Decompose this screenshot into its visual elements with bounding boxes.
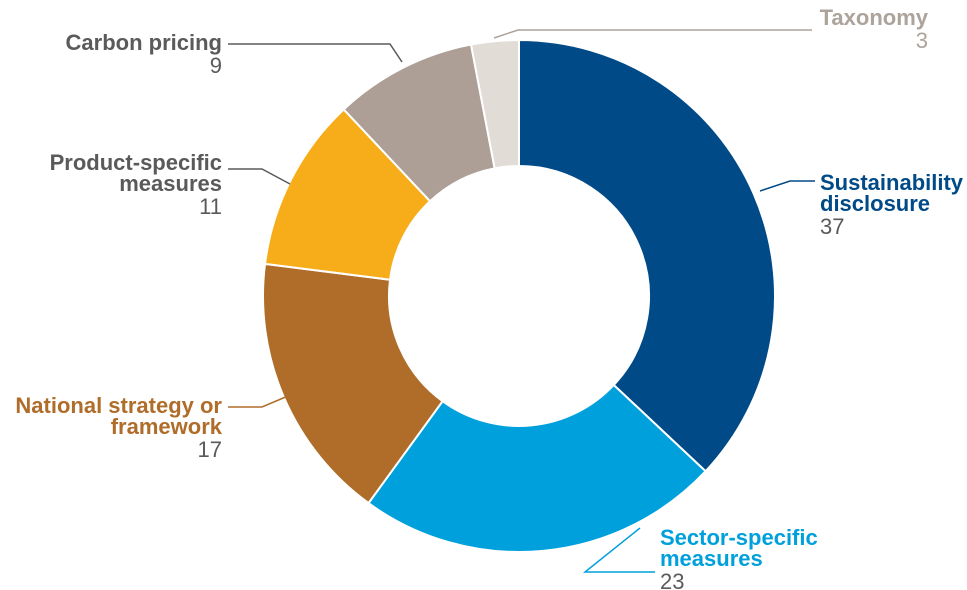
slice-value-sustainability-disclosure: 37 xyxy=(820,214,844,239)
slice-sector-specific-measures xyxy=(367,383,708,553)
leader-line-product-specific-measures xyxy=(228,168,291,185)
leader-line-taxonomy xyxy=(493,29,812,39)
slice-sustainability-disclosure xyxy=(518,38,776,473)
leader-line-sector-specific-measures xyxy=(582,527,655,573)
slice-label-sector-specific-measures-line-2: measures xyxy=(660,546,763,571)
leader-line-national-strategy-or-framework xyxy=(228,395,289,408)
slice-label-national-strategy-or-framework-line-2: framework xyxy=(111,414,223,439)
slice-value-product-specific-measures: 11 xyxy=(199,194,222,219)
slice-label-sustainability-disclosure-line-1: Sustainability xyxy=(820,170,964,195)
slice-label-national-strategy-or-framework-line-1: National strategy or xyxy=(15,393,222,418)
slice-taxonomy xyxy=(469,38,520,170)
slice-value-sector-specific-measures: 23 xyxy=(660,569,684,590)
leader-line-carbon-pricing xyxy=(228,43,403,63)
slice-value-carbon-pricing: 9 xyxy=(210,53,222,78)
slice-national-strategy-or-framework xyxy=(262,262,444,505)
slice-label-taxonomy: Taxonomy xyxy=(820,5,929,30)
slice-label-carbon-pricing: Carbon pricing xyxy=(66,30,222,55)
slice-label-product-specific-measures-line-1: Product-specific xyxy=(50,150,222,175)
leader-line-sustainability-disclosure xyxy=(759,180,815,192)
slice-label-sustainability-disclosure-line-2: disclosure xyxy=(820,191,930,216)
slice-label-sector-specific-measures-line-1: Sector-specific xyxy=(660,525,818,550)
slice-label-product-specific-measures-line-2: measures xyxy=(119,171,222,196)
chart-leader-lines xyxy=(228,29,815,573)
chart-slices xyxy=(262,38,776,553)
slice-value-national-strategy-or-framework: 17 xyxy=(198,437,222,462)
slice-value-taxonomy: 3 xyxy=(916,28,928,53)
